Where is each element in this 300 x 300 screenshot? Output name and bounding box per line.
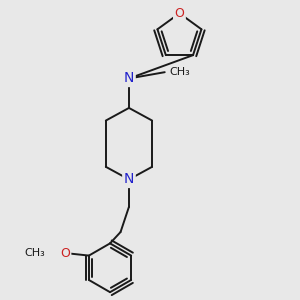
Text: N: N <box>124 172 134 186</box>
Text: CH₃: CH₃ <box>24 248 45 259</box>
Text: O: O <box>60 247 70 260</box>
Text: O: O <box>175 7 184 20</box>
Text: N: N <box>124 71 134 85</box>
Text: CH₃: CH₃ <box>170 67 190 77</box>
